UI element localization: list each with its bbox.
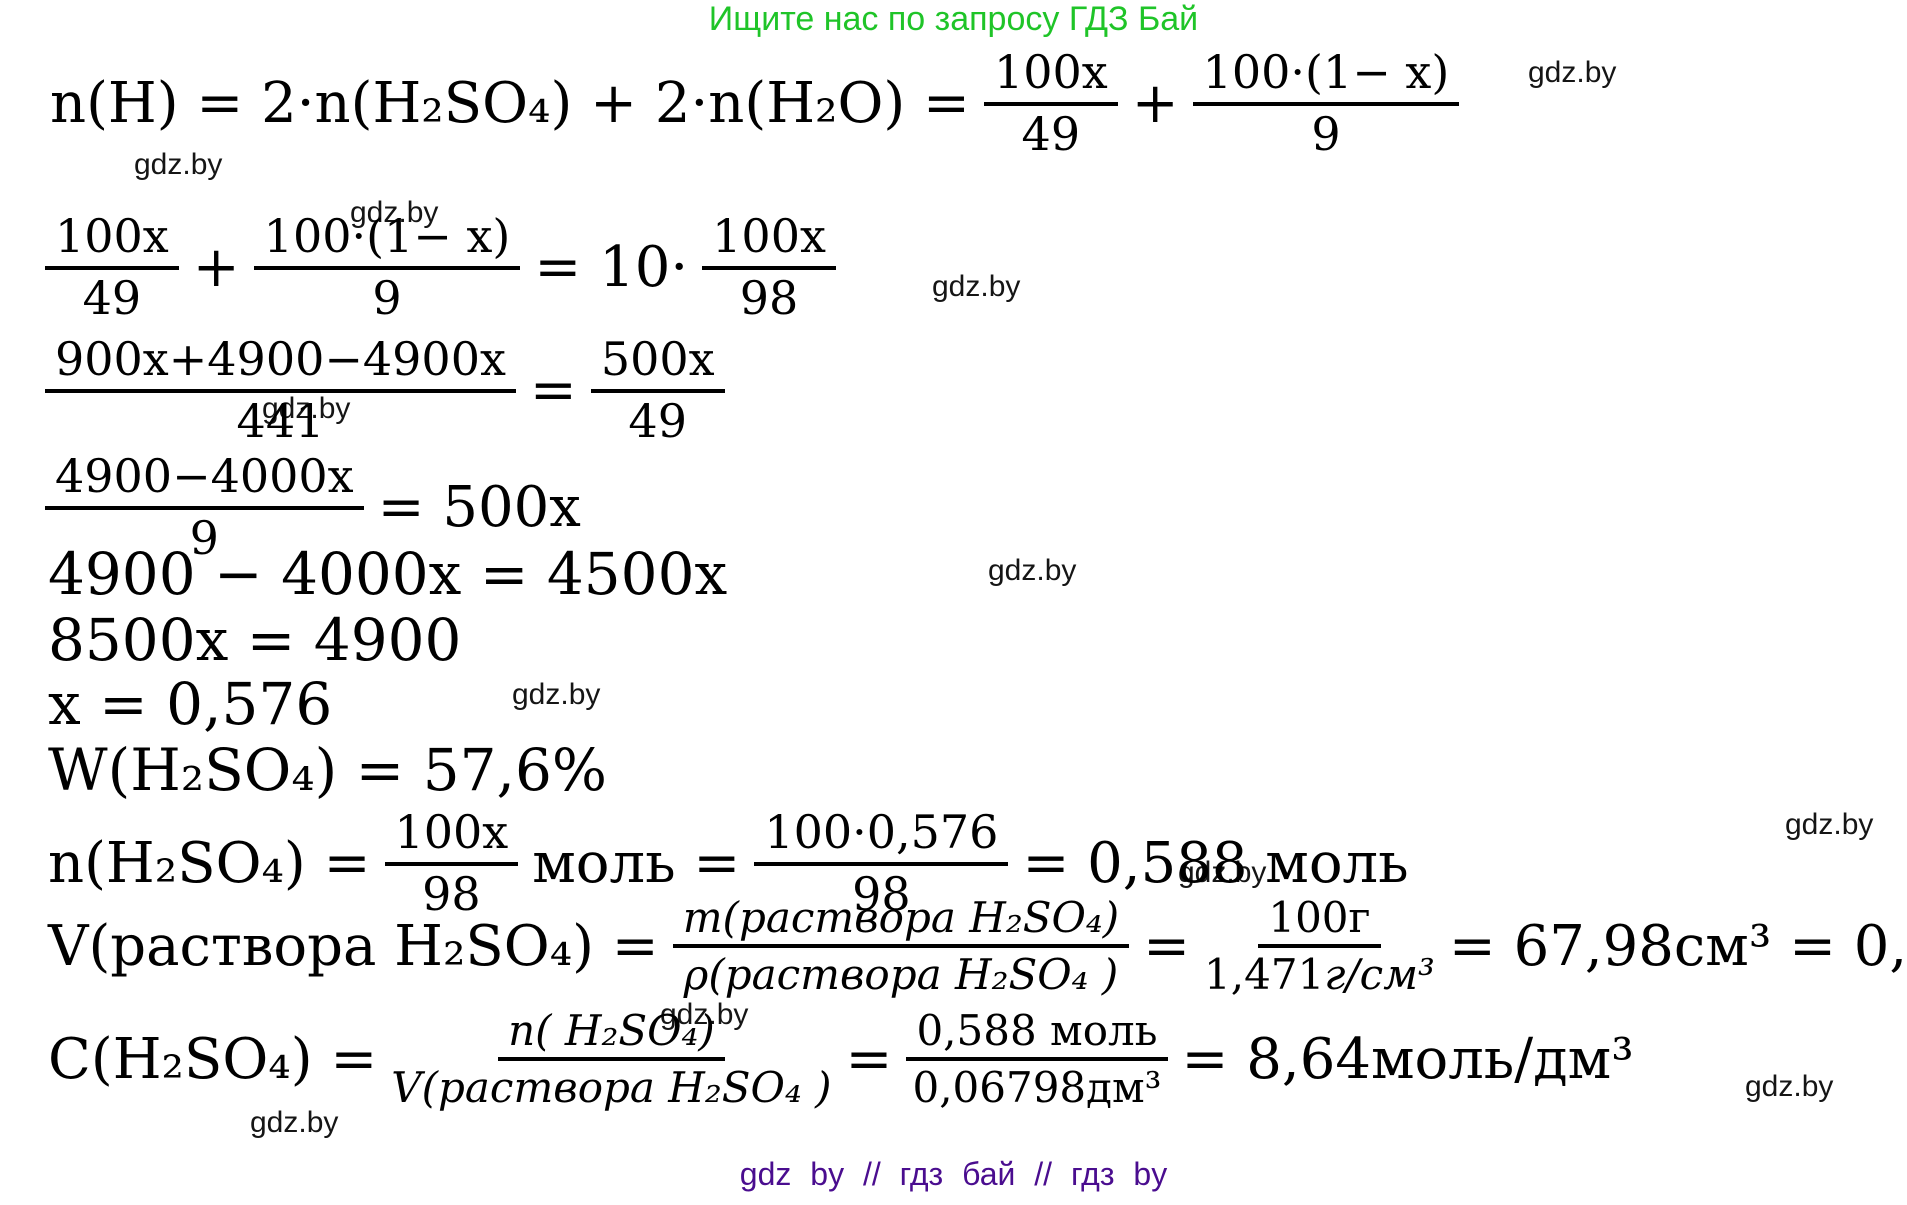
fraction-numerator: 100x xyxy=(45,211,179,270)
fraction: m(раствора H₂SO₄) ρ(раствора H₂SO₄ ) xyxy=(672,895,1130,1000)
fraction: 100·(1− x) 9 xyxy=(1192,47,1460,161)
fraction-numerator: m(раствора H₂SO₄) xyxy=(672,895,1130,949)
fraction-numerator: 500x xyxy=(590,334,725,393)
eq3-equals: = xyxy=(529,358,577,424)
fraction-numerator: 100x xyxy=(384,807,519,866)
watermark-gdz-line11-top: gdz.by xyxy=(660,998,749,1031)
fraction-numerator: 100·(1− x) xyxy=(253,211,521,270)
equation-line-10: V(раствора H₂SO₄) = m(раствора H₂SO₄) ρ(… xyxy=(48,895,1907,998)
fraction-numerator: 100x xyxy=(702,211,836,270)
equation-line-9: n(H₂SO₄) = 100x 98 моль = 100·0,576 98 =… xyxy=(48,807,1409,921)
eq9-mid: моль = xyxy=(532,831,741,897)
eq9-lead: n(H₂SO₄) = xyxy=(48,831,371,897)
fraction-denominator: 1,471г/см³ xyxy=(1204,948,1435,997)
eq9-rhs: = 0,588 моль xyxy=(1022,831,1409,897)
fraction: 100x 49 xyxy=(983,47,1118,161)
watermark-gdz-line5: gdz.by xyxy=(988,554,1077,587)
eq10-rhs: = 67,98см³ = 0,06798дм³ xyxy=(1448,913,1907,979)
eq10-equals: = xyxy=(1143,913,1191,979)
eq4-rhs: = 500x xyxy=(377,475,581,541)
fraction-denominator: 98 xyxy=(739,270,799,325)
fraction-denominator: 98 xyxy=(422,866,481,921)
fraction: 100x 49 xyxy=(45,211,179,325)
eq1-plus: + xyxy=(1131,71,1179,137)
equation-line-4: 4900−4000x 9 = 500x xyxy=(45,451,581,565)
fraction: 100·(1− x) 9 xyxy=(253,211,521,325)
fraction: 100x 98 xyxy=(384,807,519,921)
fraction: 100x 98 xyxy=(702,211,836,325)
eq6-text: 8500x = 4900 xyxy=(48,606,462,674)
fraction-denominator: V(раствора H₂SO₄ ) xyxy=(391,1063,832,1113)
equation-line-2: 100x 49 + 100·(1− x) 9 = 10· 100x 98 xyxy=(45,211,836,325)
fraction: 100г 1,471г/см³ xyxy=(1204,895,1435,998)
watermark-gdz-top-right: gdz.by xyxy=(1528,56,1617,89)
equation-line-8: W(H₂SO₄) = 57,6% xyxy=(48,736,607,804)
watermark-gdz-line1: gdz.by xyxy=(134,148,223,181)
eq1-lead: n(H) = 2·n(H₂SO₄) + 2·n(H₂O) = xyxy=(50,71,970,137)
fraction-numerator: 0,588 моль xyxy=(906,1008,1168,1062)
equation-line-6: 8500x = 4900 xyxy=(48,606,461,674)
watermark-gdz-bottom-left: gdz.by xyxy=(250,1106,339,1139)
watermark-gdz-line9: gdz.by xyxy=(1178,856,1267,889)
eq11-rhs: = 8,64моль/дм³ xyxy=(1181,1026,1634,1092)
fraction-denominator: 49 xyxy=(82,270,142,325)
fraction-denominator: 49 xyxy=(1021,106,1081,161)
den-number: 1,471 xyxy=(1204,950,1325,1000)
equation-line-11: C(H₂SO₄) = n( H₂SO₄) V(раствора H₂SO₄ ) … xyxy=(48,1008,1634,1111)
watermark-gdz-line2-left: gdz.by xyxy=(350,196,439,229)
eq7-text: x = 0,576 xyxy=(48,670,333,738)
eq11-lead: C(H₂SO₄) = xyxy=(48,1026,378,1092)
fraction: 0,588 моль 0,06798дм³ xyxy=(906,1008,1168,1113)
fraction: 900x+4900−4900x 441 xyxy=(45,334,516,448)
fraction-numerator: 100·(1− x) xyxy=(1192,47,1460,106)
fraction-numerator: 100·0,576 xyxy=(754,807,1009,866)
watermark-gdz-bottom-right: gdz.by xyxy=(1745,1070,1834,1103)
eq2-plus: + xyxy=(192,235,240,301)
eq10-lead: V(раствора H₂SO₄) = xyxy=(48,913,659,979)
fraction-denominator: 9 xyxy=(1311,106,1341,161)
eq5-text: 4900 − 4000x = 4500x xyxy=(48,540,728,608)
fraction-denominator: 9 xyxy=(189,510,219,565)
footer-links: gdz by // гдз бай // гдз by xyxy=(739,1156,1168,1192)
promo-header: Ищите нас по запросу ГДЗ Бай xyxy=(708,0,1199,38)
fraction: n( H₂SO₄) V(раствора H₂SO₄ ) xyxy=(391,1008,831,1111)
fraction-denominator: 441 xyxy=(236,393,325,448)
equation-line-5: 4900 − 4000x = 4500x xyxy=(48,540,727,608)
eq8-text: W(H₂SO₄) = 57,6% xyxy=(48,736,607,804)
eq2-mid: = 10· xyxy=(534,235,689,301)
watermark-gdz-line7: gdz.by xyxy=(512,678,601,711)
watermark-gdz-line3: gdz.by xyxy=(262,392,351,425)
fraction-numerator: 100x xyxy=(983,47,1118,106)
fraction-denominator: 9 xyxy=(372,270,402,325)
fraction-numerator: 4900−4000x xyxy=(45,451,364,510)
equation-line-3: 900x+4900−4900x 441 = 500x 49 xyxy=(45,334,725,448)
eq11-equals: = xyxy=(845,1026,893,1092)
equation-line-1: n(H) = 2·n(H₂SO₄) + 2·n(H₂O) = 100x 49 +… xyxy=(50,47,1460,161)
fraction-numerator: 100г xyxy=(1258,895,1381,949)
fraction: 4900−4000x 9 xyxy=(45,451,364,565)
watermark-gdz-line2-right: gdz.by xyxy=(932,270,1021,303)
fraction-denominator: 98 xyxy=(852,866,911,921)
watermark-gdz-right-middle: gdz.by xyxy=(1785,808,1874,841)
den-units: г/см³ xyxy=(1324,950,1435,1000)
equation-line-7: x = 0,576 xyxy=(48,670,332,738)
fraction-denominator: ρ(раствора H₂SO₄ ) xyxy=(683,950,1119,1000)
fraction-denominator: 0,06798дм³ xyxy=(912,1063,1162,1113)
fraction-denominator: 49 xyxy=(628,393,687,448)
fraction-numerator: n( H₂SO₄) xyxy=(498,1008,725,1062)
fraction-numerator: 900x+4900−4900x xyxy=(45,334,516,393)
fraction: 500x 49 xyxy=(590,334,725,448)
fraction: 100·0,576 98 xyxy=(754,807,1009,921)
